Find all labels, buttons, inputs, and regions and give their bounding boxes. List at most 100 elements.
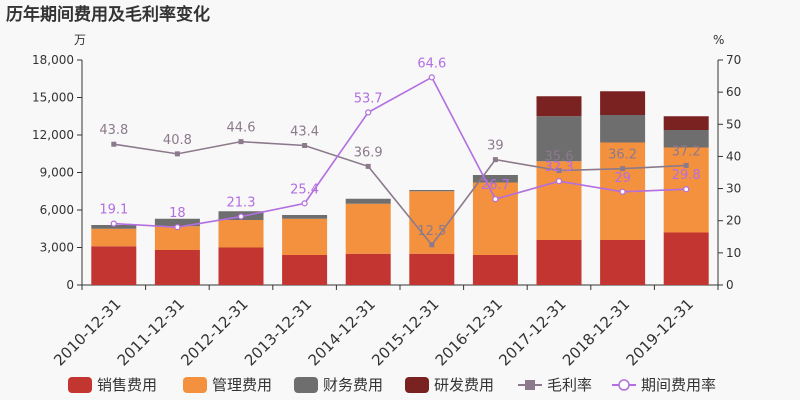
right-tick-label: 70: [726, 53, 741, 67]
data-labels: 43.8 40.8 44.6 43.4 36.9 12.5 39 35.6 36.2 37.2 19…: [99, 56, 700, 238]
line-point: [111, 141, 117, 147]
x-tick-label: 2011-12-31: [114, 295, 188, 369]
data-label: 64.6: [417, 56, 446, 71]
left-tick-label: 3,000: [40, 241, 74, 255]
bar-segment: [91, 225, 137, 229]
legend-label: 期间费用率: [641, 376, 716, 394]
line-point: [683, 186, 690, 193]
legend-label: 管理费用: [212, 376, 272, 394]
x-tick-label: 2016-12-31: [432, 295, 506, 369]
line-point: [555, 178, 563, 185]
legend-swatch: [183, 377, 207, 393]
line-series: [113, 140, 687, 247]
right-tick-label: 60: [726, 85, 741, 99]
bar-segment: [282, 215, 328, 219]
bar-segment: [663, 116, 709, 130]
bar-segment: [663, 130, 709, 148]
bar-segment: [600, 115, 646, 143]
legend-label: 销售费用: [97, 376, 157, 394]
data-label: 36.9: [354, 145, 383, 160]
x-tick-label: 2010-12-31: [50, 295, 124, 369]
x-tick-label: 2013-12-31: [241, 295, 315, 369]
right-tick-label: 50: [726, 117, 741, 131]
line-point: [238, 139, 244, 145]
bar-segment: [600, 91, 646, 115]
data-label: 26.7: [481, 178, 510, 193]
line-point: [619, 188, 626, 195]
bar-segment: [472, 255, 518, 285]
legend-swatch: [294, 377, 318, 393]
line-series: [113, 76, 687, 228]
right-tick-label: 0: [726, 278, 734, 292]
data-label: 35.6: [545, 150, 574, 165]
bar-segment: [345, 198, 391, 204]
bar-segment: [218, 220, 264, 248]
line-point: [174, 151, 180, 157]
line-point: [302, 143, 308, 148]
left-tick-label: 0: [66, 278, 74, 292]
line-point: [428, 74, 435, 81]
legend-label: 毛利率: [547, 376, 592, 394]
bar-segment: [536, 96, 582, 117]
legend-swatch: [68, 377, 92, 393]
line-point: [620, 166, 626, 172]
left-tick-label: 12,000: [32, 128, 74, 142]
x-tick-label: 2019-12-31: [623, 295, 697, 369]
data-label: 37.2: [672, 144, 701, 159]
bar-segment: [472, 175, 518, 183]
bar-segment: [409, 190, 455, 192]
x-tick-label: 2018-12-31: [559, 295, 633, 369]
data-label: 44.6: [227, 121, 256, 136]
lines: [110, 74, 690, 248]
bar-segment: [663, 232, 709, 285]
bar-segment: [472, 182, 518, 255]
data-label: 29.8: [672, 168, 701, 183]
line-point: [237, 213, 245, 220]
data-label: 18: [169, 206, 186, 221]
data-label: 53.7: [354, 91, 383, 106]
legend: 销售费用 管理费用 财务费用 研发费用 毛利率 期间费用率: [68, 376, 716, 394]
x-tick-label: 2017-12-31: [495, 295, 569, 369]
left-tick-label: 18,000: [32, 53, 74, 67]
bar-segment: [282, 218, 328, 255]
line-point: [683, 162, 689, 168]
data-label: 25.4: [290, 182, 319, 197]
bar-segment: [536, 161, 582, 240]
right-tick-label: 30: [726, 182, 741, 196]
line-point: [174, 224, 181, 231]
bar-segment: [218, 247, 264, 285]
left-tick-label: 15,000: [32, 91, 74, 105]
legend-label: 财务费用: [323, 376, 383, 394]
line-point: [429, 242, 435, 248]
right-axis-unit: %: [713, 33, 724, 47]
legend-swatch: [405, 377, 429, 393]
line-point: [492, 196, 499, 203]
data-label: 36.2: [608, 148, 637, 163]
line-point: [365, 109, 372, 116]
data-label: 21.3: [227, 196, 256, 211]
bar-segment: [345, 253, 391, 285]
data-label: 32.3: [545, 160, 574, 175]
bar-segment: [600, 240, 646, 285]
bar-segment: [536, 240, 582, 285]
legend-label: 研发费用: [434, 376, 494, 394]
data-label: 43.8: [99, 123, 128, 138]
bar-segment: [91, 228, 137, 247]
bar-segment: [409, 253, 455, 285]
bar-segment: [91, 246, 137, 285]
legend-marker: [525, 380, 535, 390]
data-label: 40.8: [163, 133, 192, 148]
line-point: [492, 157, 498, 163]
right-tick-label: 40: [726, 149, 741, 163]
x-tick-label: 2014-12-31: [305, 295, 379, 369]
bar-segment: [154, 218, 200, 227]
legend-marker: [618, 379, 630, 391]
x-tick-label: 2015-12-31: [368, 295, 442, 369]
line-point: [365, 163, 371, 169]
bar-segment: [154, 250, 200, 285]
line-point: [556, 168, 562, 174]
bar-segment: [345, 203, 391, 254]
right-tick-label: 20: [726, 214, 741, 228]
bars: [91, 91, 709, 285]
